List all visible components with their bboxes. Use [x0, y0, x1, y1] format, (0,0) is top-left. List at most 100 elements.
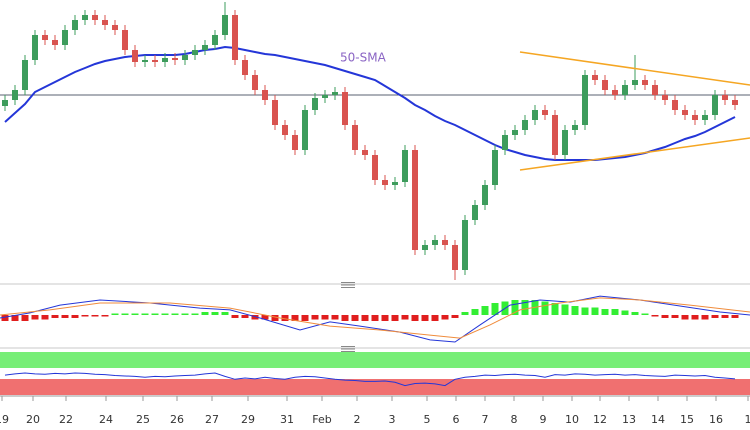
x-tick-label: 8: [511, 413, 518, 426]
candle-body: [412, 150, 418, 250]
histogram-bar: [121, 313, 129, 315]
candle-body: [32, 35, 38, 60]
histogram-bar: [651, 315, 659, 317]
histogram-bar: [191, 313, 199, 315]
histogram-bar: [581, 307, 589, 315]
x-tick-label: 5: [424, 413, 431, 426]
histogram-bar: [281, 315, 289, 321]
candle-body: [532, 110, 538, 120]
candle-body: [242, 60, 248, 75]
histogram-bar: [311, 315, 319, 320]
candle-body: [722, 95, 728, 100]
candle-body: [42, 35, 48, 40]
trend-line: [519, 51, 750, 86]
candle-body: [522, 120, 528, 130]
candle-body: [132, 50, 138, 62]
x-tick-label: 6: [453, 413, 460, 426]
candle-body: [82, 15, 88, 20]
candle-body: [682, 110, 688, 115]
x-tick-label: 31: [280, 413, 294, 426]
candle-body: [592, 75, 598, 80]
histogram-bar: [261, 315, 269, 320]
x-tick-label: 29: [241, 413, 255, 426]
candle-body: [102, 20, 108, 25]
histogram-bar: [671, 315, 679, 318]
histogram-bar: [641, 313, 649, 315]
candle-body: [702, 115, 708, 120]
x-tick-label: 24: [99, 413, 113, 426]
candle-body: [22, 60, 28, 90]
candle-body: [322, 95, 328, 98]
candle-body: [542, 110, 548, 115]
candle-body: [262, 90, 268, 100]
overbought-zone: [0, 352, 750, 368]
candle-body: [452, 245, 458, 270]
candle-body: [312, 98, 318, 110]
candle-body: [142, 60, 148, 62]
candle-body: [302, 110, 308, 150]
histogram-bar: [51, 315, 59, 318]
histogram-bar: [371, 315, 379, 321]
histogram-bar: [521, 300, 529, 315]
x-tick-label: 27: [205, 413, 219, 426]
candle-body: [582, 75, 588, 125]
candle-body: [512, 130, 518, 135]
resize-grip: [341, 282, 355, 288]
candle-body: [552, 115, 558, 155]
histogram-bar: [451, 315, 459, 318]
x-tick-label: 19: [0, 413, 9, 426]
histogram-bar: [101, 315, 109, 317]
histogram-bar: [91, 315, 99, 317]
candle-body: [712, 95, 718, 115]
histogram-bar: [61, 315, 69, 318]
candle-body: [462, 220, 468, 270]
candle-body: [252, 75, 258, 90]
candle-body: [622, 85, 628, 95]
histogram-bar: [571, 306, 579, 315]
candle-body: [602, 80, 608, 90]
histogram-bar: [161, 313, 169, 315]
candle-body: [382, 180, 388, 185]
histogram-bar: [401, 315, 409, 320]
histogram-bar: [171, 313, 179, 315]
histogram-bar: [631, 312, 639, 315]
candle-body: [232, 15, 238, 60]
candle-body: [692, 115, 698, 120]
histogram-bar: [611, 309, 619, 315]
x-tick-label: 2: [354, 413, 361, 426]
histogram-bar: [301, 315, 309, 321]
candle-body: [442, 240, 448, 245]
candle-body: [402, 150, 408, 182]
histogram-bar: [211, 312, 219, 315]
histogram-bar: [711, 315, 719, 318]
sma-label: 50-SMA: [340, 51, 387, 65]
candle-body: [612, 90, 618, 95]
x-tick-label: 13: [622, 413, 636, 426]
candle-body: [372, 155, 378, 180]
histogram-bar: [731, 315, 739, 318]
histogram-bar: [41, 315, 49, 320]
histogram-bar: [511, 300, 519, 315]
rsi-line: [4, 372, 736, 387]
histogram-bar: [1, 315, 9, 321]
histogram-bar: [251, 315, 259, 320]
histogram-bar: [131, 313, 139, 315]
x-tick-label: 1: [745, 413, 750, 426]
candle-body: [672, 100, 678, 110]
histogram-bar: [341, 315, 349, 321]
histogram-bar: [441, 315, 449, 320]
candle-body: [122, 30, 128, 50]
histogram-bar: [721, 315, 729, 318]
candle-body: [202, 45, 208, 50]
candle-body: [432, 240, 438, 245]
candle-body: [72, 20, 78, 30]
histogram-bar: [661, 315, 669, 318]
histogram-bar: [471, 309, 479, 315]
histogram-bar: [31, 315, 39, 320]
histogram-bar: [331, 315, 339, 320]
sma-line: [4, 45, 736, 161]
histogram-bar: [491, 303, 499, 315]
candle-body: [192, 50, 198, 55]
resize-grip: [341, 346, 355, 352]
candle-body: [732, 100, 738, 105]
